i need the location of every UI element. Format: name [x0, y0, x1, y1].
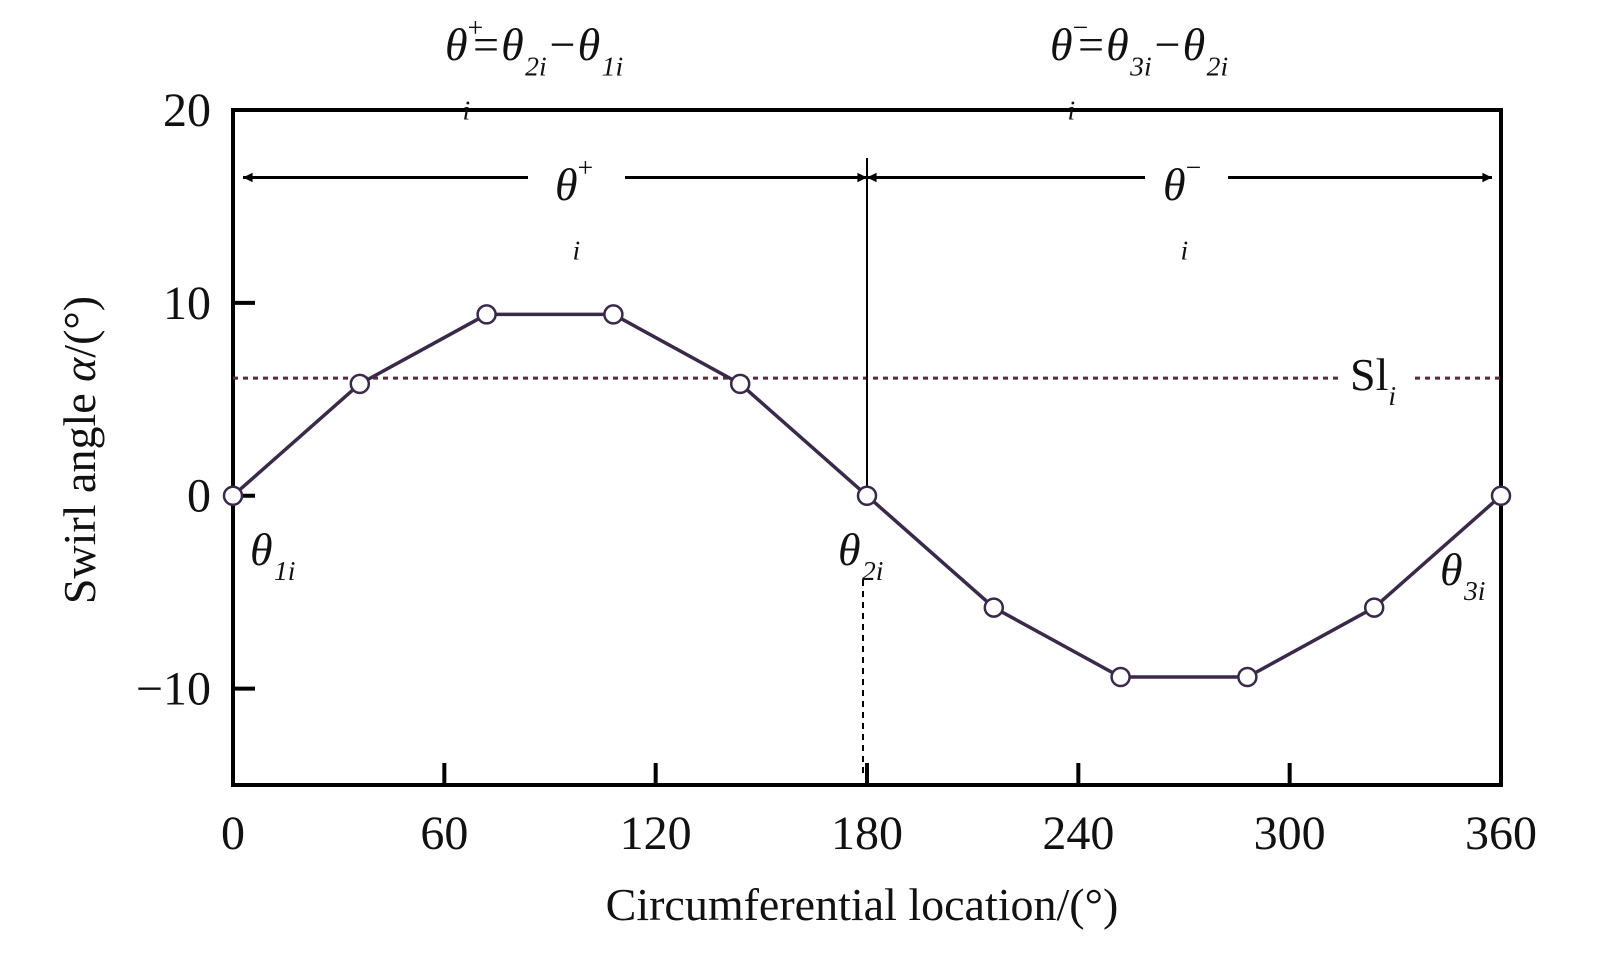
- x-tick-label: 180: [831, 807, 903, 860]
- data-point: [476, 304, 497, 325]
- theta3-label: θ3i: [1440, 544, 1485, 606]
- formula-theta-minus-part: =θ: [1075, 19, 1129, 70]
- data-point: [603, 304, 624, 325]
- formula-theta-plus-part: +: [468, 12, 484, 43]
- formula-theta-plus: θ+ i=θ2i−θ1i: [445, 12, 623, 126]
- y-tick-label: 20: [163, 84, 211, 137]
- formula-theta-plus-part: 2i: [525, 51, 546, 82]
- formula-theta-minus-part: i: [1067, 94, 1075, 125]
- ticks: 0 60 120 180 240 300 360 20 10 0 −10: [136, 84, 1537, 860]
- y-tick-label: −10: [136, 663, 211, 716]
- y-axis-title-symbol: α: [54, 357, 105, 382]
- data-point: [856, 485, 878, 506]
- data-point: [1363, 597, 1385, 618]
- formula-theta-plus-part: 1i: [602, 51, 623, 82]
- span-label-theta-plus-part: +: [578, 152, 594, 183]
- formula-theta-minus-part: θ: [1050, 19, 1073, 70]
- formula-theta-minus-part: −θ: [1152, 19, 1206, 70]
- x-tick-label: 360: [1465, 807, 1537, 860]
- x-tick-label: 60: [420, 807, 468, 860]
- data-point: [222, 485, 244, 506]
- theta2-label-part: θ: [838, 524, 861, 575]
- span-label-theta-plus: θ+ i: [555, 152, 593, 266]
- span-label-theta-minus-part: −: [1186, 152, 1202, 183]
- y-tick-label: 0: [187, 470, 211, 523]
- span-label-theta-minus: θ− i: [1163, 152, 1201, 266]
- span-label-theta-plus-part: i: [572, 234, 580, 265]
- formula-theta-plus-part: =θ: [470, 19, 524, 70]
- theta2-label-part: 2i: [862, 555, 883, 586]
- data-point: [1110, 666, 1131, 688]
- x-axis-title: Circumferential location/(°): [606, 879, 1119, 930]
- formula-theta-minus-part: 2i: [1207, 51, 1228, 82]
- sl-label-part: Sl: [1350, 349, 1388, 400]
- y-axis-title: Swirl angle α/(°): [54, 296, 105, 604]
- data-point: [349, 373, 371, 395]
- span-label-theta-minus-part: i: [1180, 234, 1188, 265]
- data-point: [1237, 666, 1258, 688]
- x-tick-label: 0: [221, 807, 245, 860]
- formula-theta-minus-part: 3i: [1129, 51, 1151, 82]
- theta3-label-part: 3i: [1463, 575, 1485, 606]
- x-tick-label: 120: [620, 807, 692, 860]
- formula-theta-plus-part: i: [462, 94, 470, 125]
- sl-label: Sli: [1350, 349, 1396, 411]
- y-axis-title-suffix: /(°): [54, 296, 105, 358]
- theta3-label-part: θ: [1440, 544, 1463, 595]
- formula-theta-minus-part: −: [1073, 12, 1089, 43]
- x-tick-label: 240: [1042, 807, 1114, 860]
- theta1-label: θ1i: [250, 524, 295, 586]
- y-axis-title-prefix: Swirl angle: [54, 382, 105, 604]
- theta2-label: θ2i: [838, 524, 883, 586]
- theta1-label-part: 1i: [274, 555, 295, 586]
- formula-theta-plus-part: θ: [445, 19, 468, 70]
- span-label-theta-plus-part: θ: [555, 159, 578, 210]
- sl-label-part: i: [1388, 380, 1396, 411]
- formula-theta-plus-part: −θ: [547, 19, 601, 70]
- data-point: [729, 373, 751, 395]
- data-point: [1490, 485, 1512, 506]
- x-tick-label: 300: [1254, 807, 1326, 860]
- data-marks: [222, 158, 1512, 775]
- span-label-theta-minus-part: θ: [1163, 159, 1186, 210]
- y-tick-label: 10: [163, 277, 211, 330]
- formula-theta-minus: θ− i=θ3i−θ2i: [1050, 12, 1228, 126]
- data-point: [983, 597, 1005, 618]
- theta1-label-part: θ: [250, 524, 273, 575]
